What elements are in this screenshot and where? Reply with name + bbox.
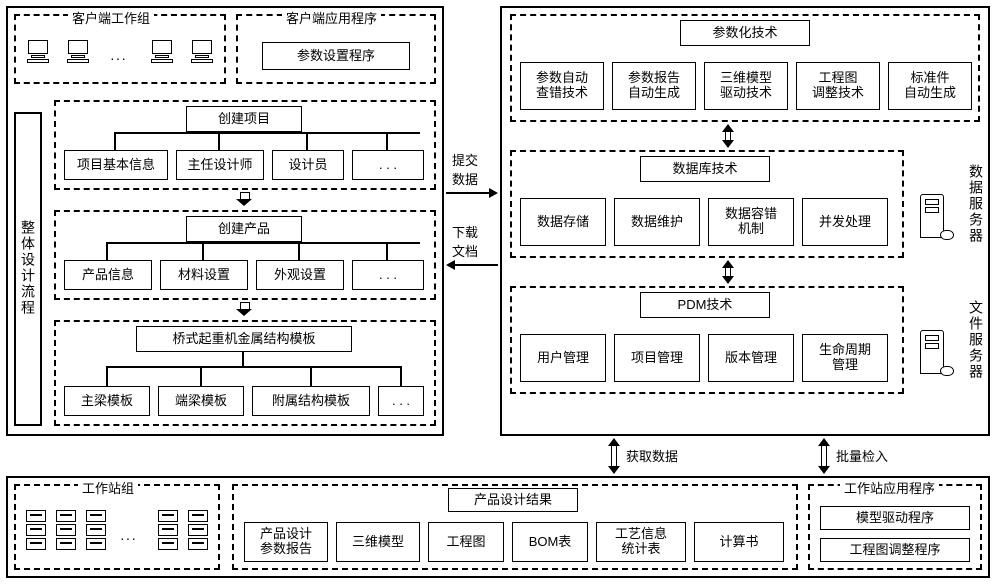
ellipsis: ··· [110,50,127,66]
ws-app-0: 模型驱动程序 [820,506,970,530]
r3-item-1: 项目管理 [614,334,700,382]
computer-icon [26,40,50,63]
connector [106,242,420,244]
connector [218,132,220,150]
result-item-3: BOM表 [512,522,588,562]
rack-icon [158,510,178,552]
double-arrow [722,124,734,148]
batch-checkin-arrow [818,438,830,474]
r2-item-0: 数据存储 [520,198,606,246]
section2-item-1: 材料设置 [160,260,248,290]
rack-icon [86,510,106,552]
submit-arrow [446,188,498,198]
get-data-label: 获取数据 [626,446,678,465]
r2-item-1: 数据维护 [614,198,700,246]
connector [400,366,402,386]
connector [386,132,388,150]
flow-arrow-down [236,302,252,316]
ws-app-1: 工程图调整程序 [820,538,970,562]
submit-data-label: 提交 数据 [452,150,478,188]
connector [298,242,300,260]
r1-item-3: 工程图 调整技术 [796,62,880,110]
section2-item-2: 外观设置 [256,260,344,290]
section3-item-3: . . . [378,386,424,416]
connector [106,242,108,260]
flow-arrow-down [236,192,252,206]
r3-item-2: 版本管理 [708,334,794,382]
workstation-group-title: 工作站组 [78,478,138,497]
file-server-label: 文件服务器 [966,286,986,394]
connector [114,132,116,150]
section1-item-0: 项目基本信息 [64,150,168,180]
download-arrow [446,260,498,270]
r-section3-title: PDM技术 [640,292,770,318]
client-app-title: 客户端应用程序 [282,8,381,27]
database-server-label: 数据服务器 [966,150,986,258]
section3-item-2: 附属结构模板 [252,386,370,416]
connector [106,366,108,386]
section1-item-1: 主任设计师 [176,150,264,180]
result-item-4: 工艺信息 统计表 [596,522,686,562]
connector [202,242,204,260]
ellipsis: ··· [120,530,137,546]
connector [200,366,202,386]
client-workgroup-title: 客户端工作组 [68,8,154,27]
section2-item-0: 产品信息 [64,260,152,290]
result-title: 产品设计结果 [448,488,578,512]
section1-title: 创建项目 [186,106,302,132]
r-section1-title: 参数化技术 [680,20,810,46]
computer-icon [150,40,174,63]
connector [306,132,308,150]
computer-icon [66,40,90,63]
side-label: 整体设计流程 [16,120,40,416]
computer-icon [190,40,214,63]
rack-icon [56,510,76,552]
r1-item-2: 三维模型 驱动技术 [704,62,788,110]
r1-item-0: 参数自动 查错技术 [520,62,604,110]
r2-item-2: 数据容错 机制 [708,198,794,246]
r3-item-3: 生命周期 管理 [802,334,888,382]
r1-item-4: 标准件 自动生成 [888,62,972,110]
section1-item-2: 设计员 [272,150,344,180]
section2-item-3: . . . [352,260,424,290]
download-doc-label: 下载 文档 [452,222,478,260]
section3-title: 桥式起重机金属结构模板 [136,326,352,352]
section1-item-3: . . . [352,150,424,180]
connector [386,242,388,260]
database-server-icon [920,194,948,238]
param-config-program: 参数设置程序 [262,42,410,70]
r2-item-3: 并发处理 [802,198,888,246]
connector [114,132,420,134]
result-item-1: 三维模型 [336,522,420,562]
connector [242,352,244,366]
workstation-app-title: 工作站应用程序 [840,478,939,497]
connector [106,366,402,368]
result-item-2: 工程图 [428,522,504,562]
r1-item-1: 参数报告 自动生成 [612,62,696,110]
rack-icon [188,510,208,552]
rack-icon [26,510,46,552]
section3-item-1: 端梁模板 [158,386,244,416]
file-server-icon [920,330,948,374]
section3-item-0: 主梁模板 [64,386,150,416]
result-item-5: 计算书 [694,522,784,562]
batch-checkin-label: 批量检入 [836,446,888,465]
r-section2-title: 数据库技术 [640,156,770,182]
get-data-arrow [608,438,620,474]
section2-title: 创建产品 [186,216,302,242]
result-item-0: 产品设计 参数报告 [244,522,328,562]
double-arrow [722,260,734,284]
r3-item-0: 用户管理 [520,334,606,382]
connector [310,366,312,386]
